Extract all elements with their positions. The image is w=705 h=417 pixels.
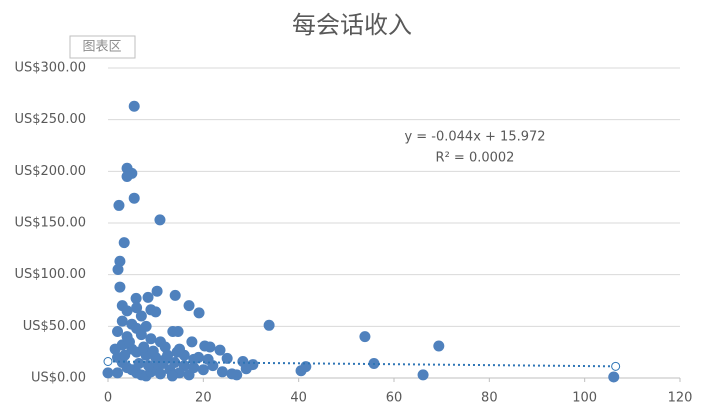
point <box>240 363 252 375</box>
x-tick-label: 20 <box>195 391 212 406</box>
y-tick-label: US$0.00 <box>31 371 86 386</box>
point <box>359 331 371 343</box>
point <box>135 329 147 341</box>
point <box>159 341 171 353</box>
point <box>157 358 169 370</box>
point <box>123 336 135 348</box>
point <box>216 366 228 378</box>
point <box>112 367 124 379</box>
point <box>188 353 200 365</box>
point <box>112 264 124 275</box>
point <box>204 341 216 353</box>
point <box>102 367 114 379</box>
point <box>221 352 233 364</box>
trendline-r2: R² = 0.0002 <box>436 151 515 166</box>
point <box>128 100 140 112</box>
point <box>128 192 140 204</box>
point <box>154 368 166 380</box>
x-tick-label: 100 <box>572 391 597 406</box>
point <box>417 369 429 381</box>
point <box>112 326 124 337</box>
point <box>131 302 143 314</box>
point <box>608 371 620 383</box>
point <box>140 320 152 332</box>
chart-title: 每会话收入 <box>292 11 412 39</box>
point <box>197 364 209 376</box>
point <box>138 341 150 353</box>
point <box>172 326 184 337</box>
x-tick-label: 0 <box>104 391 112 406</box>
tooltip-label: 图表区 <box>82 40 121 55</box>
point <box>121 171 133 182</box>
point <box>119 349 131 361</box>
trendline-handle <box>611 361 621 371</box>
point <box>433 340 445 352</box>
point <box>226 368 238 380</box>
trendline-handle <box>103 356 113 366</box>
point <box>118 237 130 249</box>
point <box>113 199 125 211</box>
y-tick-label: US$250.00 <box>14 112 86 127</box>
point <box>133 358 145 370</box>
y-tick-label: US$100.00 <box>14 267 86 282</box>
y-tick-label: US$300.00 <box>14 61 86 76</box>
point <box>150 306 162 318</box>
point <box>188 362 200 374</box>
point <box>151 285 163 297</box>
point <box>154 214 166 226</box>
point <box>109 343 121 355</box>
point <box>130 292 142 304</box>
y-tick-label: US$50.00 <box>23 319 86 334</box>
point <box>202 353 214 365</box>
point <box>135 310 147 322</box>
x-tick-label: 40 <box>290 391 307 406</box>
x-tick-label: 120 <box>668 391 693 406</box>
point <box>193 307 205 319</box>
point <box>169 289 181 301</box>
trendline-equation: y = -0.044x + 15.972 <box>404 130 545 145</box>
x-tick-label: 80 <box>481 391 498 406</box>
y-tick-label: US$150.00 <box>14 216 86 231</box>
point <box>214 344 226 356</box>
point <box>116 315 128 327</box>
point <box>183 300 195 312</box>
point <box>174 343 185 355</box>
point <box>166 370 178 382</box>
point <box>114 281 126 293</box>
point <box>147 345 159 357</box>
point <box>162 349 174 361</box>
point <box>121 305 133 317</box>
point <box>186 336 198 348</box>
point <box>143 360 155 372</box>
point <box>142 291 154 303</box>
y-tick-label: US$200.00 <box>14 164 86 179</box>
tooltip-box <box>69 35 136 59</box>
point <box>114 255 126 267</box>
x-tick-label: 60 <box>386 391 403 406</box>
point <box>145 333 157 345</box>
point <box>263 319 275 331</box>
